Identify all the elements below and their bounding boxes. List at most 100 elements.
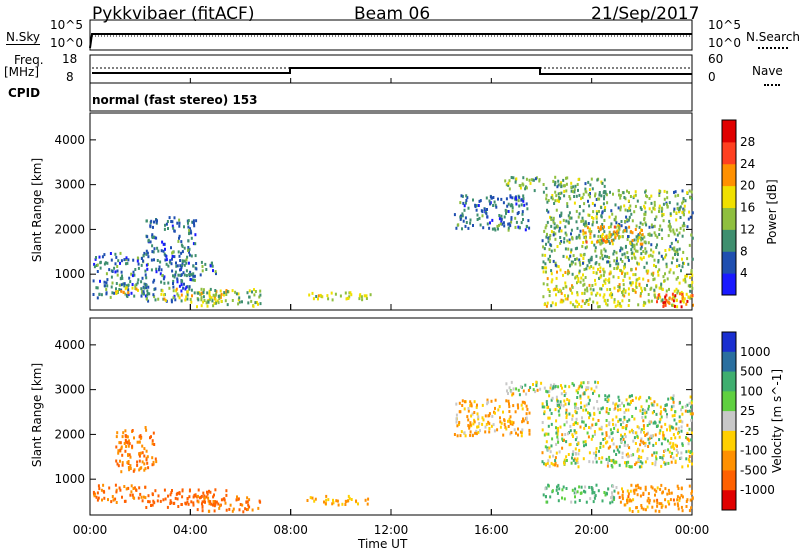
echo-cell xyxy=(650,243,653,247)
echo-cell xyxy=(485,196,488,200)
echo-cell xyxy=(621,435,624,439)
echo-cell xyxy=(556,485,558,489)
echo-cell xyxy=(584,490,587,494)
echo-cell xyxy=(685,457,688,461)
echo-cell xyxy=(653,231,656,235)
echo-cell xyxy=(618,450,621,454)
echo-cell xyxy=(601,406,604,410)
echo-cell xyxy=(679,457,682,460)
echo-cell xyxy=(461,227,463,231)
echo-cell xyxy=(129,280,132,284)
echo-cell xyxy=(644,301,647,305)
echo-cell xyxy=(672,444,675,448)
echo-cell xyxy=(658,228,661,231)
echo-cell xyxy=(139,451,142,455)
echo-cell xyxy=(590,437,593,441)
echo-cell xyxy=(559,425,562,429)
velocity-colorbar-swatch xyxy=(722,332,736,353)
echo-cell xyxy=(185,261,188,265)
echo-cell xyxy=(590,486,593,489)
echo-cell xyxy=(119,448,122,452)
echo-cell xyxy=(584,246,587,250)
echo-cell xyxy=(676,305,679,309)
echo-cell xyxy=(675,228,678,232)
echo-cell xyxy=(473,420,476,424)
echo-cell xyxy=(555,431,558,435)
echo-cell xyxy=(570,260,573,264)
echo-cell xyxy=(599,445,602,449)
echo-cell xyxy=(625,464,628,467)
echo-cell xyxy=(212,495,215,499)
echo-cell xyxy=(98,487,101,491)
echo-cell xyxy=(560,392,563,396)
echo-cell xyxy=(623,432,626,436)
echo-cell xyxy=(583,444,585,448)
echo-cell xyxy=(493,429,496,433)
echo-cell xyxy=(142,259,145,263)
echo-cell xyxy=(555,488,558,492)
echo-cell xyxy=(192,219,195,223)
power-colorbar-tick: 4 xyxy=(740,266,748,280)
echo-cell xyxy=(461,399,464,403)
echo-cell xyxy=(127,466,130,469)
echo-cell xyxy=(325,498,328,502)
echo-cell xyxy=(550,398,553,402)
echo-cell xyxy=(591,284,594,287)
echo-cell xyxy=(520,203,523,207)
echo-cell xyxy=(472,224,474,227)
echo-cell xyxy=(641,441,644,445)
echo-cell xyxy=(311,496,314,500)
echo-cell xyxy=(609,190,611,194)
echo-cell xyxy=(209,287,212,291)
echo-cell xyxy=(592,220,595,224)
echo-cell xyxy=(672,400,675,404)
echo-cell xyxy=(557,409,560,413)
echo-cell xyxy=(675,287,678,291)
echo-cell xyxy=(657,273,660,277)
echo-cell xyxy=(208,294,211,298)
echo-cell xyxy=(258,295,261,299)
echo-cell xyxy=(552,454,555,458)
echo-cell xyxy=(682,228,685,232)
echo-cell xyxy=(178,236,180,240)
echo-cell xyxy=(143,447,146,451)
echo-cell xyxy=(207,496,210,500)
echo-cell xyxy=(312,297,315,301)
echo-cell xyxy=(201,500,204,504)
echo-cell xyxy=(133,486,136,490)
echo-cell xyxy=(600,206,603,209)
echo-cell xyxy=(592,391,594,395)
echo-cell xyxy=(521,400,524,404)
echo-cell xyxy=(669,225,672,229)
echo-cell xyxy=(511,393,514,397)
echo-cell xyxy=(568,238,571,242)
echo-cell xyxy=(565,487,568,490)
echo-cell xyxy=(686,498,689,502)
echo-cell xyxy=(585,386,588,390)
echo-cell xyxy=(591,423,594,427)
echo-cell xyxy=(118,486,121,490)
echo-cell xyxy=(676,233,679,237)
echo-cell xyxy=(545,495,547,499)
echo-cell xyxy=(602,273,605,277)
echo-cell xyxy=(520,403,523,407)
echo-cell xyxy=(547,236,550,240)
echo-cell xyxy=(203,299,206,302)
echo-cell xyxy=(608,423,611,427)
echo-cell xyxy=(600,425,603,429)
echo-cell xyxy=(641,242,644,246)
echo-cell xyxy=(634,431,637,435)
echo-cell xyxy=(611,431,614,435)
echo-cell xyxy=(548,394,551,398)
echo-cell xyxy=(616,303,619,307)
echo-cell xyxy=(570,228,573,232)
echo-cell xyxy=(193,291,196,295)
echo-cell xyxy=(616,256,618,260)
echo-cell xyxy=(124,499,127,503)
echo-cell xyxy=(659,190,662,193)
echo-cell xyxy=(611,497,614,501)
echo-cell xyxy=(680,305,683,309)
echo-cell xyxy=(192,242,195,246)
echo-cell xyxy=(213,504,216,508)
echo-cell xyxy=(207,509,210,513)
